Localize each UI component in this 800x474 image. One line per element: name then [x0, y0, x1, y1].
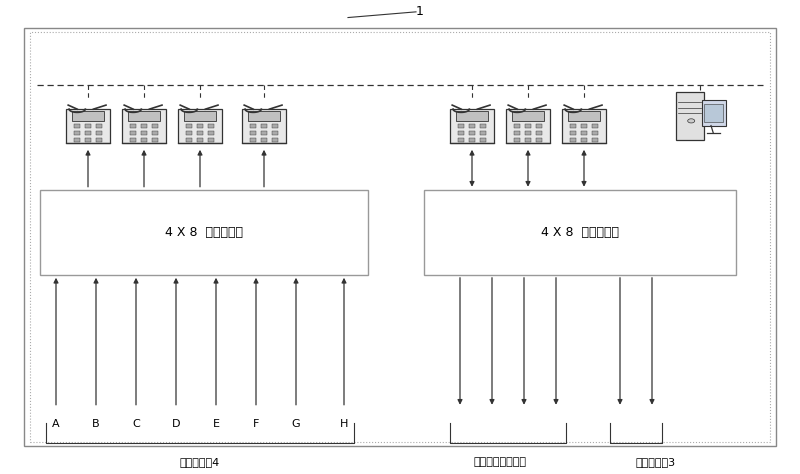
Bar — [514, 138, 521, 142]
Bar — [186, 138, 193, 142]
Bar — [128, 111, 160, 121]
Bar — [197, 131, 203, 135]
Bar — [271, 131, 278, 135]
Bar — [141, 124, 147, 128]
Bar — [250, 138, 257, 142]
Text: A: A — [52, 419, 60, 429]
Bar — [66, 109, 110, 143]
Bar — [250, 131, 257, 135]
Circle shape — [688, 119, 694, 123]
Text: 1: 1 — [416, 5, 424, 18]
Text: G: G — [292, 419, 300, 429]
Bar — [456, 111, 488, 121]
Bar — [525, 131, 531, 135]
Bar — [130, 131, 137, 135]
Bar — [570, 138, 577, 142]
Bar — [242, 109, 286, 143]
Bar — [514, 124, 521, 128]
Bar — [141, 131, 147, 135]
Bar — [151, 131, 158, 135]
Text: E: E — [213, 419, 219, 429]
Text: 到二级用户4: 到二级用户4 — [180, 457, 220, 467]
Bar — [151, 138, 158, 142]
Bar — [186, 124, 193, 128]
Text: F: F — [253, 419, 259, 429]
Bar — [74, 131, 81, 135]
Bar — [458, 131, 465, 135]
Bar — [458, 124, 465, 128]
Bar — [525, 124, 531, 128]
Text: H: H — [340, 419, 348, 429]
Bar — [458, 138, 465, 142]
Bar — [704, 104, 723, 122]
Bar — [562, 109, 606, 143]
Bar — [85, 131, 91, 135]
Text: 到相邻量子集控站: 到相邻量子集控站 — [474, 457, 526, 467]
Bar — [676, 92, 704, 140]
Bar — [469, 138, 475, 142]
Bar — [178, 109, 222, 143]
Bar — [186, 131, 193, 135]
Bar — [568, 111, 600, 121]
Bar — [74, 138, 81, 142]
Bar — [72, 111, 104, 121]
Bar — [30, 32, 770, 442]
Bar — [130, 138, 137, 142]
Bar — [85, 138, 91, 142]
Bar — [702, 100, 726, 126]
Bar — [479, 124, 486, 128]
Bar — [207, 124, 214, 128]
Bar — [130, 124, 137, 128]
Bar — [85, 124, 91, 128]
Bar — [95, 138, 102, 142]
Bar — [469, 124, 475, 128]
Bar — [535, 138, 542, 142]
Bar — [570, 131, 577, 135]
Text: B: B — [92, 419, 100, 429]
Bar — [250, 124, 257, 128]
Bar — [479, 138, 486, 142]
Bar — [261, 131, 267, 135]
Bar — [512, 111, 544, 121]
Bar — [151, 124, 158, 128]
Bar — [261, 138, 267, 142]
Text: C: C — [132, 419, 140, 429]
Bar — [514, 131, 521, 135]
Bar — [74, 124, 81, 128]
Bar — [591, 124, 598, 128]
Bar — [479, 131, 486, 135]
Bar — [95, 124, 102, 128]
Bar — [591, 138, 598, 142]
Bar — [24, 28, 776, 446]
Bar — [271, 138, 278, 142]
Bar — [40, 190, 368, 275]
Bar — [197, 138, 203, 142]
Bar — [591, 131, 598, 135]
Bar — [207, 138, 214, 142]
Bar — [570, 124, 577, 128]
Bar — [424, 190, 736, 275]
Text: D: D — [172, 419, 180, 429]
Bar — [197, 124, 203, 128]
Bar — [207, 131, 214, 135]
Bar — [122, 109, 166, 143]
Text: 到光交换机3: 到光交换机3 — [636, 457, 676, 467]
Bar — [450, 109, 494, 143]
Bar — [261, 124, 267, 128]
Bar — [469, 131, 475, 135]
Bar — [506, 109, 550, 143]
Text: 4 X 8  矩阵光开关: 4 X 8 矩阵光开关 — [165, 226, 243, 239]
Bar — [95, 131, 102, 135]
Bar — [581, 124, 587, 128]
Bar — [581, 138, 587, 142]
Bar — [535, 124, 542, 128]
Bar — [535, 131, 542, 135]
Bar — [248, 111, 280, 121]
Bar — [271, 124, 278, 128]
Text: 4 X 8  矩阵光开关: 4 X 8 矩阵光开关 — [541, 226, 619, 239]
Bar — [581, 131, 587, 135]
Bar — [141, 138, 147, 142]
Bar — [184, 111, 216, 121]
Bar — [525, 138, 531, 142]
